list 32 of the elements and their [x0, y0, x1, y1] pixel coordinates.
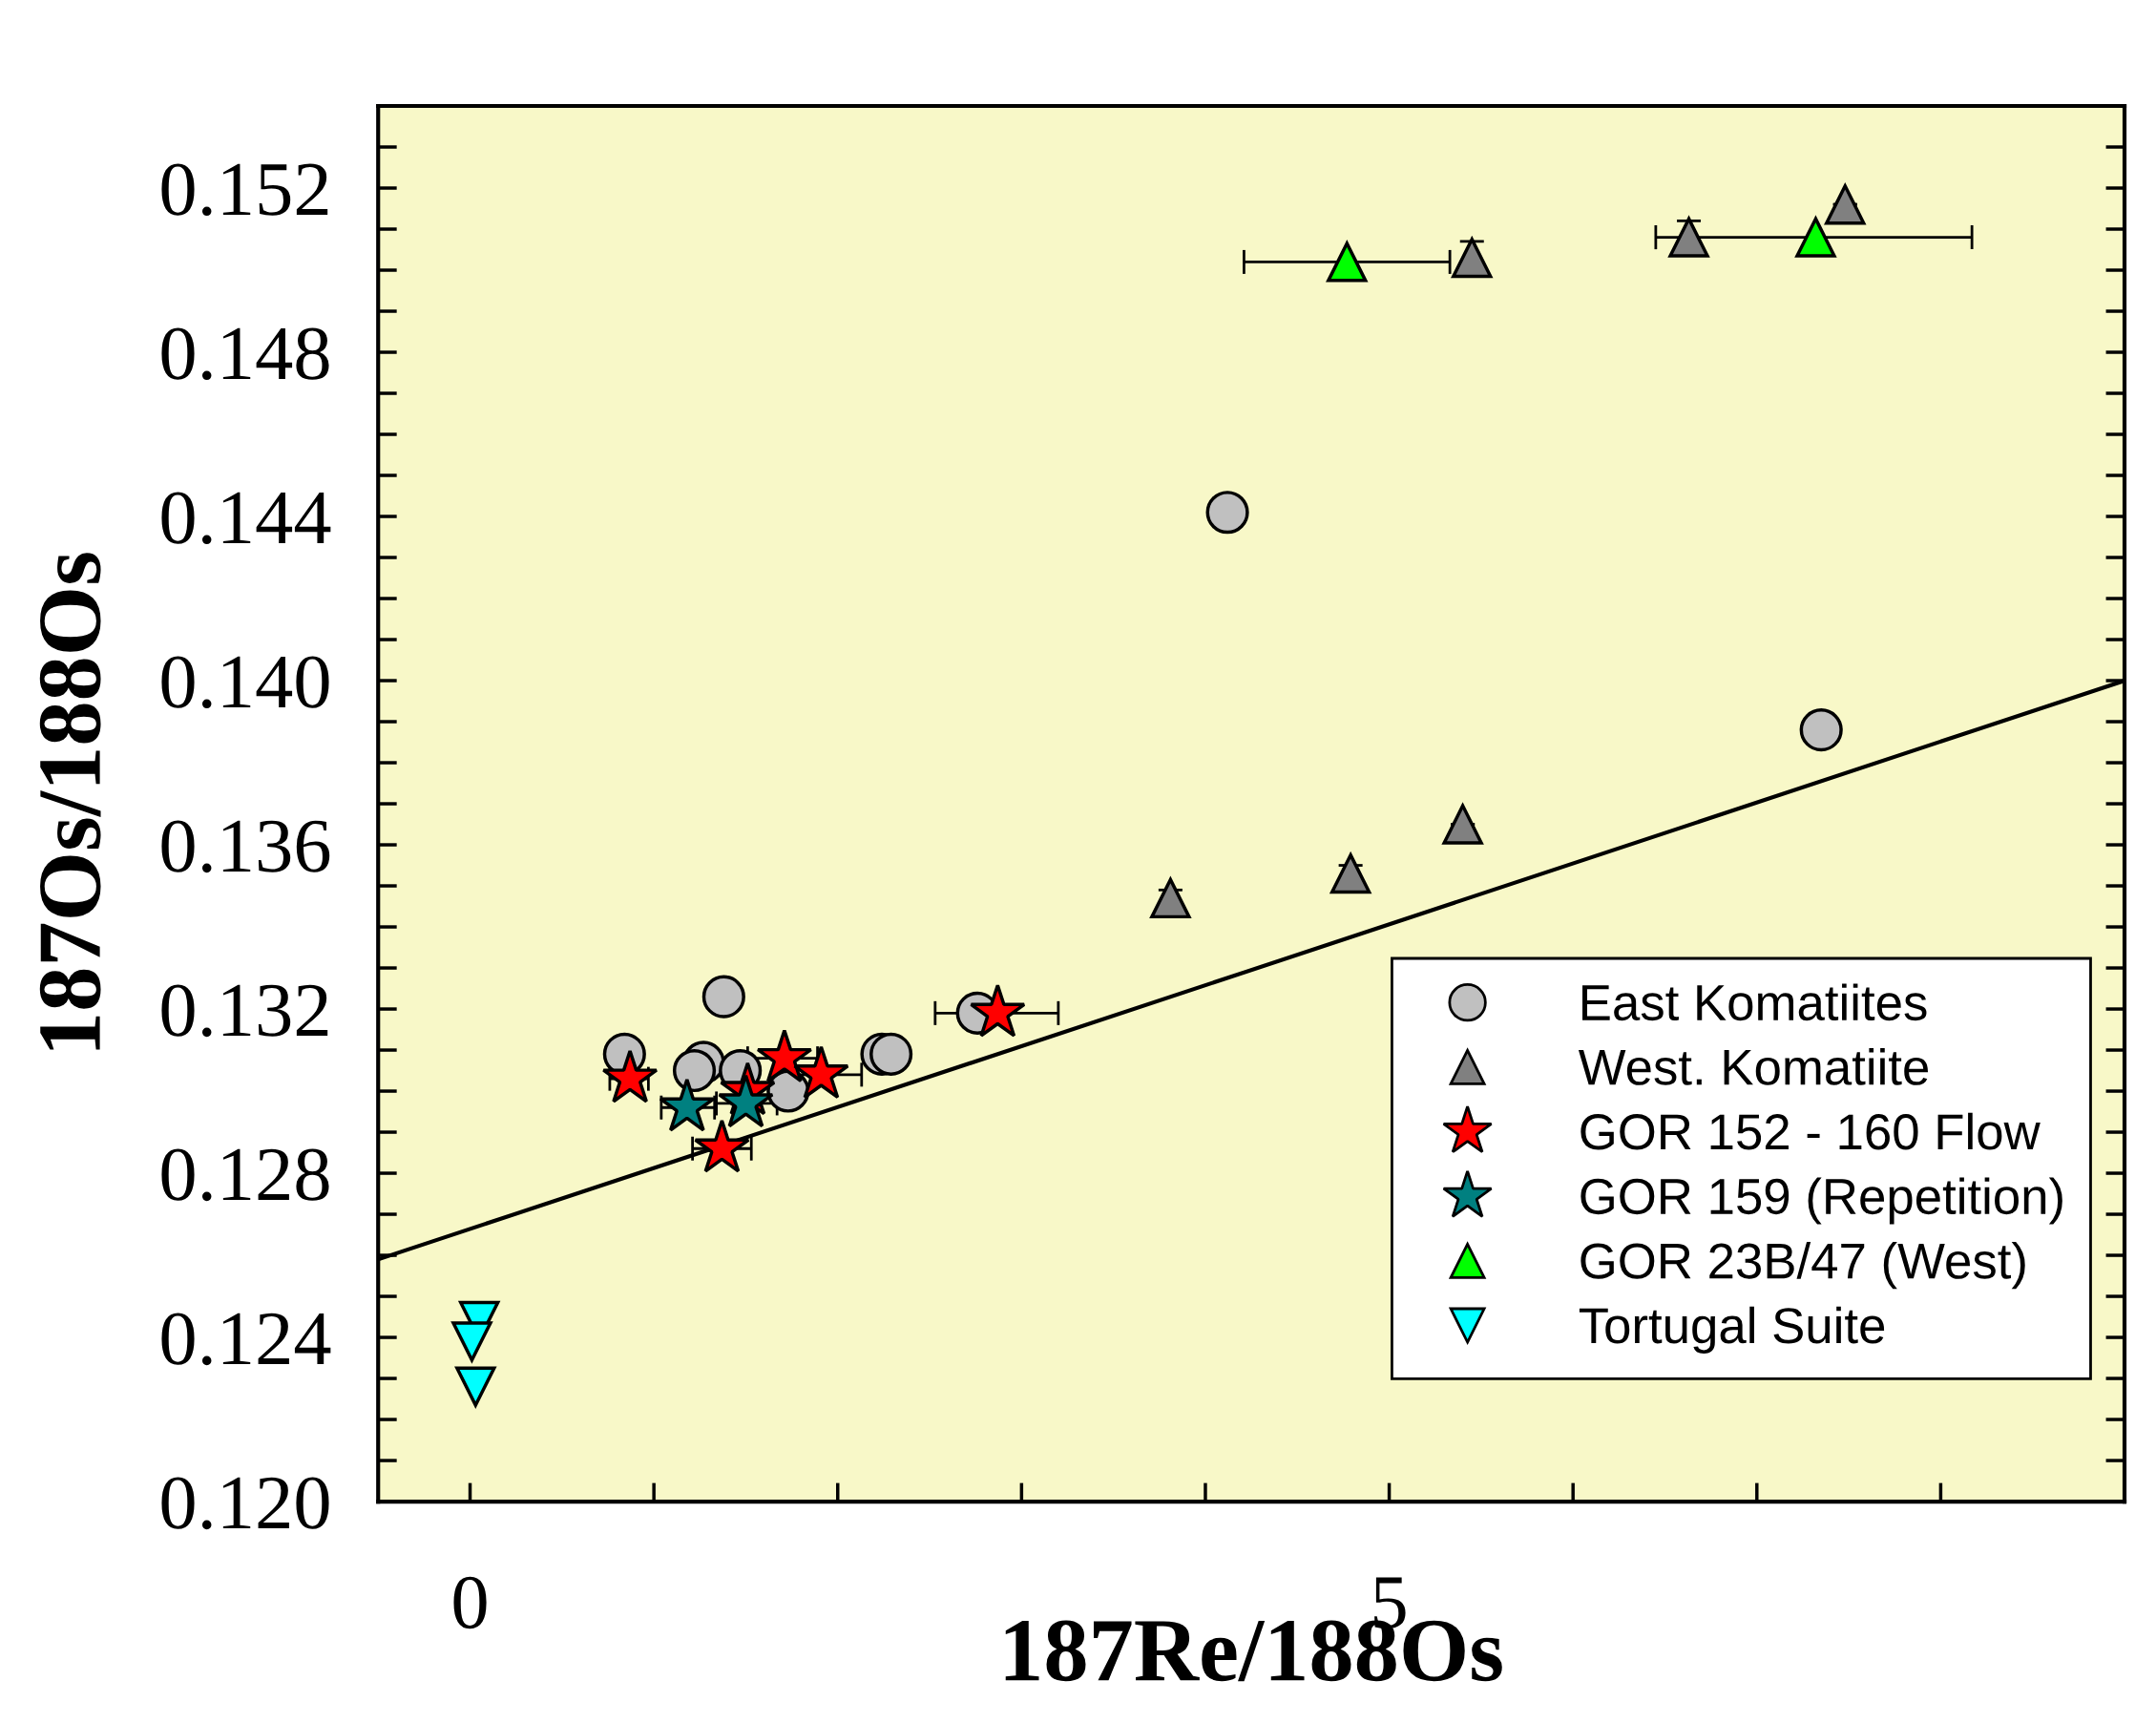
y-tick-label: 0.124 [161, 1313, 331, 1366]
y-tick-label: 0.120 [161, 1477, 329, 1530]
point [1205, 491, 1249, 535]
point [1668, 217, 1709, 258]
y-tick-label: 0.128 [161, 1148, 329, 1202]
point [1327, 242, 1368, 283]
point [1442, 804, 1483, 845]
legend-label: GOR 23B/47 (West) [1580, 1242, 2025, 1290]
y-axis-title: 187Os/188Os [39, 553, 101, 1050]
point [672, 1048, 717, 1093]
y-tick-label: 0.136 [161, 820, 330, 873]
legend-label: Tortugal Suite [1579, 1306, 1885, 1354]
x-tick-label: 0 [453, 1576, 487, 1629]
legend-label: East Komatiites [1582, 983, 1927, 1021]
y-tick-label: 0.144 [161, 492, 331, 545]
point [869, 1032, 913, 1076]
y-tick-label: 0.132 [161, 984, 328, 1038]
point [1799, 708, 1843, 752]
point [1149, 875, 1192, 919]
legend-label: GOR 152 - 160 Flow [1580, 1112, 2041, 1150]
y-tick-label: 0.148 [161, 327, 329, 381]
legend-label: GOR 159 (Repetition) [1580, 1177, 2062, 1225]
point [1795, 217, 1836, 258]
point [455, 1366, 496, 1407]
point [1825, 184, 1866, 225]
point [1452, 237, 1493, 279]
point [451, 1321, 492, 1362]
legend-label: West. Komatiite [1578, 1048, 1928, 1085]
point [701, 975, 745, 1019]
point [1329, 852, 1371, 894]
y-tick-label: 0.140 [161, 656, 329, 709]
y-tick-label: 0.152 [161, 163, 328, 217]
